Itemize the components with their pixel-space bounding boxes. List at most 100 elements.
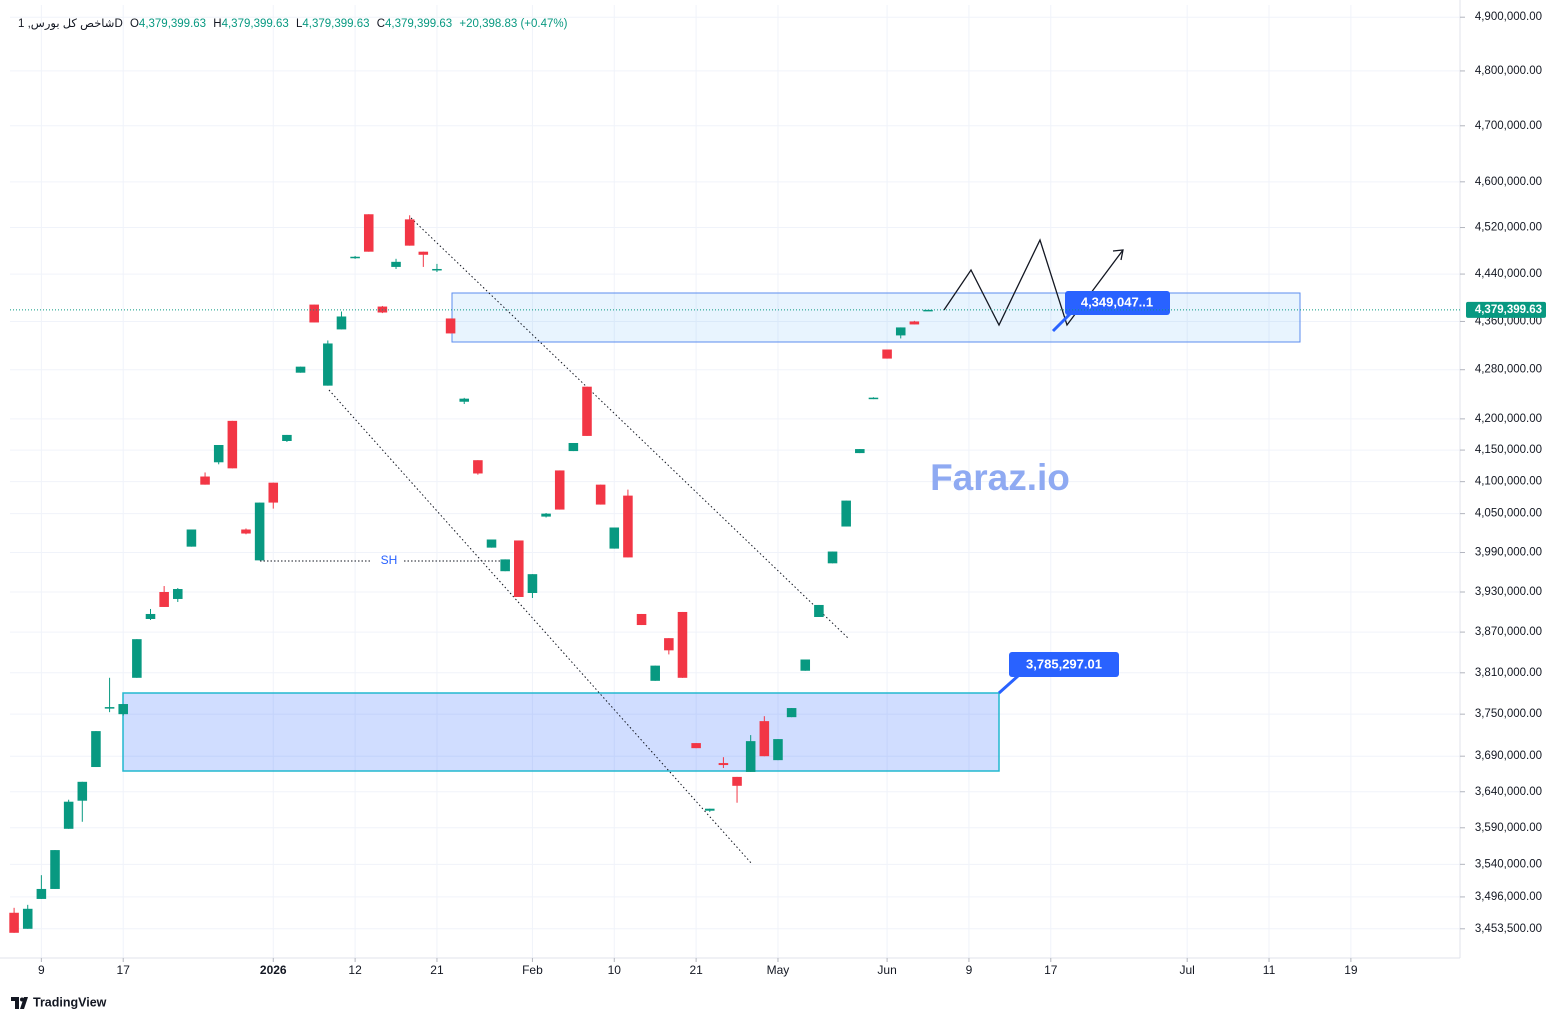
- candle-body: [923, 309, 933, 312]
- candle-body: [118, 704, 128, 715]
- candle-body: [718, 763, 729, 766]
- candle-body: [36, 888, 47, 899]
- y-tick-label: 4,100,000.00: [1475, 476, 1542, 488]
- candle-body: [691, 743, 701, 749]
- candle-body: [363, 214, 374, 252]
- candle-body: [404, 219, 415, 246]
- candle-body: [704, 808, 715, 811]
- axes: 4,900,000.00 4,800,000.00 4,700,000.00 4,60…: [10, 11, 1546, 977]
- legend-value: 4,379,399.63: [302, 18, 369, 30]
- x-tick-label: May: [767, 963, 790, 977]
- supply-zone: [451, 292, 1301, 343]
- y-tick-label: 3,590,000.00: [1475, 822, 1542, 834]
- candle-body: [282, 434, 292, 441]
- candle-body: [104, 707, 115, 709]
- candle-body: [554, 470, 565, 510]
- y-tick-label: 3,640,000.00: [1475, 786, 1542, 798]
- y-tick-label: 3,870,000.00: [1475, 626, 1542, 638]
- tradingview-logo: TradingView: [11, 995, 107, 1009]
- y-tick-label: 4,050,000.00: [1475, 508, 1542, 520]
- candle-body: [623, 495, 633, 558]
- candle-body: [254, 502, 265, 561]
- legend-symbol: شاخص کل بورس, 1D: [18, 18, 123, 31]
- candle-body: [173, 589, 183, 599]
- legend-value: 4,379,399.63: [385, 18, 452, 30]
- candle-body: [895, 327, 906, 336]
- y-tick-label: 4,800,000.00: [1475, 65, 1542, 77]
- x-tick-label: 21: [689, 963, 703, 977]
- candle-body: [336, 316, 347, 330]
- y-tick-label: 4,440,000.00: [1475, 268, 1542, 280]
- y-tick-label: 4,280,000.00: [1475, 364, 1542, 376]
- zone-high-label: 4,349,047..1: [1081, 294, 1153, 309]
- y-tick-label: 3,930,000.00: [1475, 586, 1542, 598]
- candle-body: [186, 529, 197, 547]
- candle-body: [773, 739, 783, 761]
- label-box: [1009, 652, 1119, 677]
- y-tick-label: 3,750,000.00: [1475, 708, 1542, 720]
- legend-key: C: [377, 18, 385, 30]
- candle-body: [22, 908, 33, 929]
- candle-body: [841, 500, 851, 527]
- candle-body: [486, 539, 497, 548]
- y-tick-label: 3,810,000.00: [1475, 667, 1542, 679]
- x-tick-label: Jul: [1180, 963, 1195, 977]
- candle-body: [295, 366, 306, 373]
- trendline: [328, 389, 753, 865]
- candle-body: [323, 343, 333, 386]
- x-tick-label: 11: [1263, 963, 1276, 977]
- candle-body: [63, 801, 74, 829]
- grid: [10, 5, 1460, 958]
- candle-body: [527, 574, 538, 593]
- candle-body: [582, 386, 592, 436]
- last-price-label: 4,379,399.63: [1475, 304, 1542, 316]
- candle-body: [800, 659, 811, 671]
- y-tick-label: 3,496,000.00: [1475, 891, 1542, 903]
- x-tick-label: 9: [38, 963, 45, 977]
- x-tick-label: 9: [966, 963, 973, 977]
- candle-body: [473, 460, 483, 474]
- candle-body: [500, 559, 510, 572]
- legend-value: 4,379,399.63: [139, 18, 206, 30]
- legend-key: O: [130, 18, 139, 30]
- candle-body: [91, 731, 101, 768]
- candle-body: [909, 321, 920, 325]
- x-tick-label: 17: [117, 963, 131, 977]
- y-tick-label: 3,690,000.00: [1475, 750, 1542, 762]
- zone-low-label: 3,785,297.01: [1026, 656, 1102, 671]
- candle-body: [132, 639, 142, 678]
- candle-body: [814, 604, 824, 617]
- demand-zone: [122, 692, 1000, 772]
- legend-key: H: [213, 18, 221, 30]
- last-price-box: [1466, 301, 1546, 318]
- x-tick-label: 2026: [260, 963, 287, 977]
- label-pointer: [997, 674, 1020, 695]
- candle-body: [159, 592, 169, 607]
- label-pointer: [1051, 310, 1074, 333]
- candle-body: [677, 611, 688, 678]
- legend: شاخص کل بورس, 1D O4,379,399.63 H4,379,39…: [18, 18, 568, 31]
- candle-body: [595, 484, 606, 505]
- legend-change: +20,398.83 (+0.47%): [459, 18, 567, 30]
- candle-body: [568, 442, 579, 452]
- candle-body: [445, 318, 456, 334]
- candle-body: [541, 513, 551, 517]
- y-tick-label: 3,540,000.00: [1475, 858, 1542, 870]
- projection-arrowhead: [1112, 249, 1124, 261]
- candle-body: [227, 420, 238, 469]
- candle-body: [241, 529, 251, 534]
- legend-key: L: [296, 18, 303, 30]
- candle-body: [459, 398, 470, 402]
- x-tick-label: Feb: [522, 963, 543, 977]
- y-tick-label: 4,900,000.00: [1475, 11, 1542, 23]
- y-tick-label: 4,600,000.00: [1475, 176, 1542, 188]
- y-tick-label: 3,990,000.00: [1475, 547, 1542, 559]
- y-tick-label: 4,520,000.00: [1475, 222, 1542, 234]
- candle-body: [664, 638, 674, 651]
- candle-body: [882, 349, 892, 359]
- x-tick-label: 17: [1044, 963, 1058, 977]
- candle-body: [145, 613, 156, 619]
